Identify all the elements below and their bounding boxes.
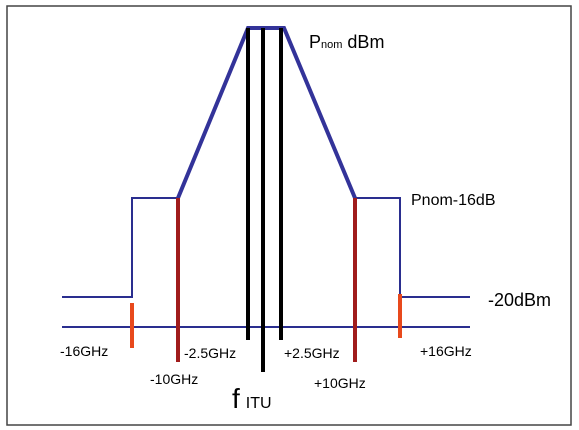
label-minus-10ghz: -10GHz [150, 371, 198, 387]
minus-20dbm-label: -20dBm [488, 290, 551, 310]
label-minus-2-5ghz: -2.5GHz [184, 345, 236, 361]
label-plus-10ghz: +10GHz [314, 375, 366, 391]
diagram-frame [6, 5, 572, 426]
label-plus-16ghz: +16GHz [420, 343, 472, 359]
label-minus-16ghz: -16GHz [60, 343, 108, 359]
label-plus-2-5ghz: +2.5GHz [284, 345, 340, 361]
p-nom-minus-16db-label: Pnom-16dB [411, 192, 496, 209]
mask-outer-right [355, 197, 470, 298]
p-nom-label: Pnom dBm [309, 32, 384, 52]
mask-upper-trapezoid [176, 26, 357, 199]
f-itu-label: f ITU [232, 383, 272, 414]
mask-outer-left [62, 197, 178, 298]
